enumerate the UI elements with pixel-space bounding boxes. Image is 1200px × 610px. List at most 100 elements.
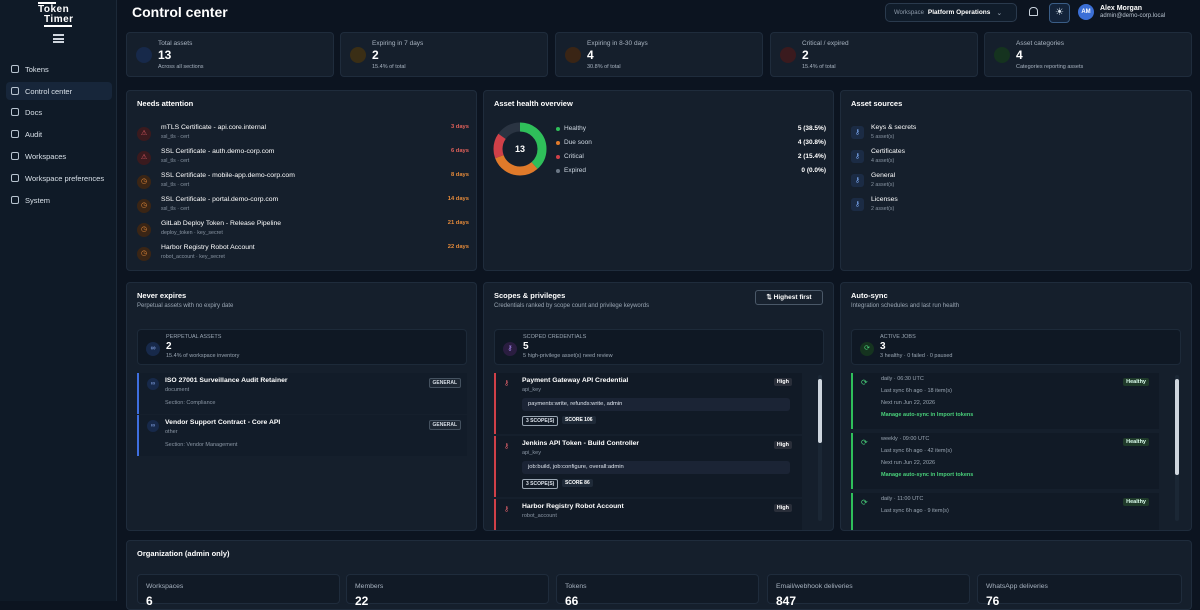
sidebar-item-label: Audit [25, 129, 43, 139]
app-logo[interactable]: Token Timer [36, 2, 82, 27]
menu-toggle-icon[interactable] [53, 34, 64, 43]
stat-subtext: 15.4% of total [802, 64, 836, 70]
list-item[interactable]: ⟳ daily · 11:00 UTC Healthy Last sync 6h… [851, 493, 1159, 530]
donut-segment-critical [493, 122, 547, 176]
summary-value: 2 [166, 341, 172, 352]
logo-line-1: Token [38, 2, 70, 15]
tile-value: 22 [355, 594, 369, 608]
page-title: Control center [132, 4, 228, 20]
source-count: 4 asset(s) [871, 158, 895, 164]
asset-section: Section: Vendor Management [165, 442, 238, 448]
sidebar-item-label: System [25, 195, 51, 205]
list-item[interactable]: ∞ Vendor Support Contract - Core API oth… [137, 415, 467, 456]
refresh-icon: ⟳ [861, 438, 868, 447]
summary-subtext: 5 high-privilege asset(s) need review [523, 353, 613, 359]
workspace-select-value: Platform Operations [927, 9, 991, 16]
refresh-icon: ⟳ [861, 498, 868, 507]
sync-schedule: daily · 11:00 UTC [881, 496, 924, 502]
list-item[interactable]: ⚷ Payment Gateway API Credential api_key… [494, 373, 802, 434]
scrollbar[interactable] [1175, 375, 1179, 521]
auto-sync-panel: Auto-sync Integration schedules and last… [840, 282, 1192, 531]
list-item[interactable]: ⚠ mTLS Certificate - api.core.internal s… [137, 124, 469, 146]
needs-attention-panel: Needs attention ⚠ mTLS Certificate - api… [126, 90, 477, 271]
stat-card-total-assets: Total assets 13 Across all sections [126, 32, 334, 77]
list-item[interactable]: ⟳ weekly · 09:00 UTC Healthy Last sync 6… [851, 433, 1159, 489]
workspace-select[interactable]: Workspace Platform Operations ⌄ [885, 3, 1017, 22]
list-item[interactable]: ⚷ Harbor Registry Robot Account robot_ac… [494, 499, 802, 530]
score-chip: SCORE 86 [562, 479, 593, 487]
sidebar-item-label: Control center [25, 86, 73, 96]
infinity-icon: ∞ [146, 342, 160, 356]
list-item[interactable]: ∞ ISO 27001 Surveillance Audit Retainer … [137, 373, 467, 414]
credential-name: Harbor Registry Robot Account [522, 503, 624, 510]
scopes-privileges-panel: Scopes & privileges Credentials ranked b… [483, 282, 834, 531]
sidebar-item-control-center[interactable]: Control center [6, 82, 112, 100]
org-tile-email-webhook-deliveries: Email/webhook deliveries 847 [767, 574, 970, 608]
sidebar-item-workspaces[interactable]: Workspaces [6, 147, 112, 165]
sidebar-item-audit[interactable]: Audit [6, 125, 112, 143]
sidebar-item-system[interactable]: System [6, 191, 112, 209]
asset-name: mTLS Certificate - api.core.internal [161, 124, 267, 131]
manage-auto-sync-link[interactable]: Manage auto-sync in Import tokens [881, 412, 974, 418]
top-bar: Control center Workspace Platform Operat… [117, 0, 1200, 28]
summary-label: Active jobs [880, 334, 916, 340]
list-item[interactable]: ⚷ Keys & secrets 5 asset(s) [851, 124, 1171, 146]
sync-schedule: daily · 06:30 UTC [881, 376, 924, 382]
panel-title: Never expires [137, 291, 187, 300]
manage-auto-sync-link[interactable]: Manage auto-sync in Import tokens [881, 472, 974, 478]
list-item[interactable]: ◷ SSL Certificate - portal.demo-corp.com… [137, 196, 469, 218]
stat-card-critical-expired: Critical / expired 2 15.4% of total [770, 32, 978, 77]
panel-title: Organization (admin only) [137, 549, 230, 558]
sidebar-item-docs[interactable]: Docs [6, 103, 112, 121]
legend-value: 5 (38.5%) [797, 125, 826, 132]
sidebar-item-label: Tokens [25, 64, 49, 74]
active-jobs-summary: ⟳ Active jobs 3 3 healthy · 0 failed · 0… [851, 329, 1181, 365]
stat-value: 4 [1016, 48, 1023, 62]
list-item[interactable]: ⚷ Jenkins API Token - Build Controller a… [494, 436, 802, 497]
list-item[interactable]: ⟳ daily · 06:30 UTC Healthy Last sync 6h… [851, 373, 1159, 429]
stat-subtext: 30.8% of total [587, 64, 621, 70]
user-name[interactable]: Alex Morgan [1100, 5, 1143, 12]
dot [556, 169, 560, 173]
notifications-bell-icon[interactable] [1029, 7, 1038, 16]
list-item[interactable]: ◷ Harbor Registry Robot Account robot_ac… [137, 244, 469, 266]
list-item[interactable]: ⚷ General 2 asset(s) [851, 172, 1171, 194]
summary-value: 3 [880, 341, 886, 352]
stat-label: Total assets [158, 40, 193, 47]
asset-name: Vendor Support Contract - Core API [165, 419, 281, 426]
asset-meta: robot_account · key_secret [161, 254, 225, 260]
days-left: 6 days [450, 148, 469, 154]
sidebar-item-workspace-preferences[interactable]: Workspace preferences [6, 169, 112, 187]
summary-value: 5 [523, 341, 529, 352]
list-item[interactable]: ⚷ Licenses 2 asset(s) [851, 196, 1171, 218]
avatar[interactable]: AM [1078, 4, 1094, 20]
list-item[interactable]: ◷ SSL Certificate - mobile-app.demo-corp… [137, 172, 469, 194]
stat-value: 13 [158, 48, 172, 62]
scrollbar[interactable] [818, 375, 822, 521]
list-item[interactable]: ⚠ SSL Certificate - auth.demo-corp.com s… [137, 148, 469, 170]
donut-segment-due-soon [493, 122, 547, 176]
summary-subtext: 3 healthy · 0 failed · 0 paused [880, 353, 953, 359]
list-item[interactable]: ◷ GitLab Deploy Token - Release Pipeline… [137, 220, 469, 242]
legend-row-due-soon: Due soon 4 (30.8%) [556, 139, 826, 151]
donut-total: 13 [515, 144, 525, 154]
category-tag: GENERAL [428, 378, 461, 388]
asset-health-panel: Asset health overview 13 Healthy 5 (38.5%… [483, 90, 834, 271]
stat-subtext: 15.4% of total [372, 64, 406, 70]
database-icon [136, 47, 152, 63]
dot [556, 141, 560, 145]
panel-subtitle: Credentials ranked by scope count and pr… [494, 303, 650, 309]
asset-meta: ssl_tls · cert [161, 182, 190, 188]
list-item[interactable]: ⚷ Certificates 4 asset(s) [851, 148, 1171, 170]
theme-toggle-button[interactable]: ☀ [1049, 3, 1070, 23]
credential-type: api_key [522, 387, 541, 393]
scrollbar-thumb[interactable] [818, 379, 822, 443]
legend-row-critical: Critical 2 (15.4%) [556, 153, 826, 165]
dot [556, 155, 560, 159]
sidebar-item-tokens[interactable]: Tokens [6, 60, 112, 78]
scrollbar-thumb[interactable] [1175, 379, 1179, 475]
sort-highest-first-button[interactable]: ⇅ Highest first [755, 290, 823, 305]
panel-subtitle: Integration schedules and last run healt… [851, 303, 960, 309]
credential-type: robot_account [522, 513, 557, 519]
score-chip: SCORE 106 [562, 416, 596, 424]
